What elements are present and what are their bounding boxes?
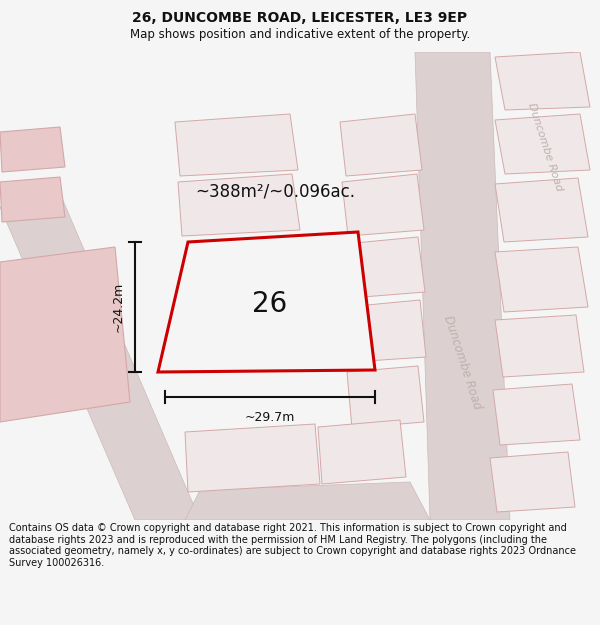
Polygon shape — [347, 366, 424, 428]
Polygon shape — [495, 178, 588, 242]
Text: ~29.7m: ~29.7m — [245, 411, 295, 424]
Polygon shape — [495, 114, 590, 174]
Polygon shape — [495, 247, 588, 312]
Polygon shape — [344, 237, 425, 298]
Text: Contains OS data © Crown copyright and database right 2021. This information is : Contains OS data © Crown copyright and d… — [9, 523, 576, 568]
Polygon shape — [178, 174, 300, 236]
Polygon shape — [158, 232, 375, 372]
Polygon shape — [340, 114, 422, 176]
Polygon shape — [0, 127, 65, 172]
Polygon shape — [346, 300, 426, 362]
Text: Duncombe Road: Duncombe Road — [526, 101, 564, 192]
Polygon shape — [318, 420, 406, 484]
Polygon shape — [493, 384, 580, 445]
Polygon shape — [342, 174, 424, 236]
Polygon shape — [495, 315, 584, 377]
Text: Duncombe Road: Duncombe Road — [440, 314, 484, 411]
Text: 26, DUNCOMBE ROAD, LEICESTER, LE3 9EP: 26, DUNCOMBE ROAD, LEICESTER, LE3 9EP — [133, 11, 467, 26]
Text: ~388m²/~0.096ac.: ~388m²/~0.096ac. — [195, 183, 355, 201]
Polygon shape — [0, 182, 200, 520]
Polygon shape — [0, 247, 130, 422]
Text: 26: 26 — [252, 290, 287, 318]
Polygon shape — [415, 52, 510, 520]
Polygon shape — [185, 424, 320, 492]
Polygon shape — [0, 177, 65, 222]
Polygon shape — [495, 52, 590, 110]
Polygon shape — [175, 114, 298, 176]
Polygon shape — [185, 482, 430, 520]
Text: Map shows position and indicative extent of the property.: Map shows position and indicative extent… — [130, 28, 470, 41]
Polygon shape — [490, 452, 575, 512]
Text: ~24.2m: ~24.2m — [112, 282, 125, 332]
